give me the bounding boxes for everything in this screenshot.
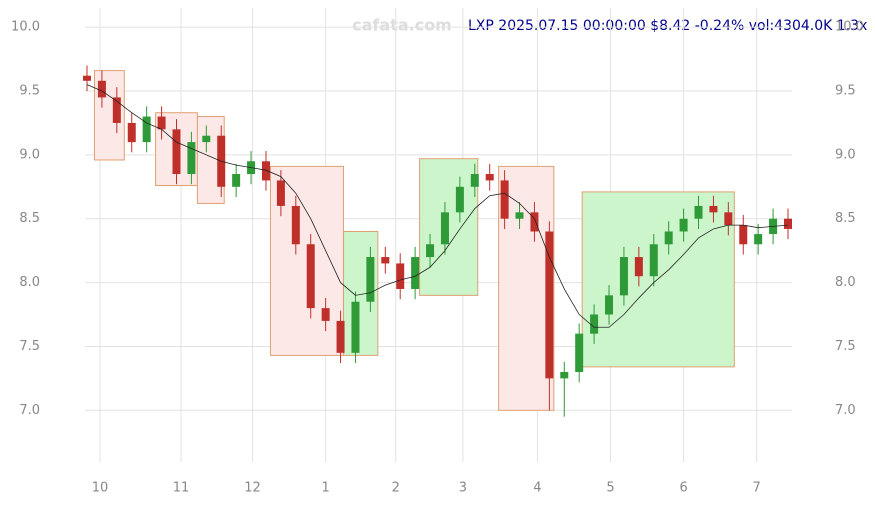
y-tick-label-right: 8.5 [835,211,856,226]
candle-body [306,244,315,309]
y-tick-label: 7.0 [19,403,40,418]
candle-body [470,174,479,187]
chart-title: LXP 2025.07.15 00:00:00 $8.42 -0.24% vol… [468,18,867,34]
candle-body [560,371,569,379]
candle-body [83,75,91,81]
candle-body [694,205,703,219]
x-tick-label: 5 [606,481,614,496]
y-tick-label: 10.0 [11,20,40,35]
y-tick-label: 9.5 [19,84,40,99]
y-tick-label: 8.5 [19,211,40,226]
candle-body [202,135,211,143]
candle-body [291,205,300,245]
candle-body [619,257,628,296]
y-tick-label-right: 7.0 [835,403,856,418]
y-tick-label-right: 7.5 [835,339,856,354]
x-tick-label: 6 [679,481,687,496]
candle-body [321,308,330,321]
y-tick-label-right: 10.0 [835,20,864,35]
candle-body [351,301,360,353]
candle-body [187,142,196,175]
candle-body [112,97,121,123]
y-tick-label-right: 9.5 [835,84,856,99]
candle-body [366,257,375,302]
candle-body [709,205,718,213]
candle-body [261,161,270,181]
candle-body [276,180,285,206]
watermark: cafata.com [352,16,452,35]
candle-body [455,186,464,213]
box [581,191,735,368]
candle-body [575,333,584,372]
candle-body [411,257,420,289]
x-tick-label: 12 [244,481,261,496]
candle-body [605,295,614,315]
candle-body [97,80,106,98]
candle-body [679,218,688,232]
candle-body [127,122,136,143]
candle-body [649,244,658,277]
candle-body [396,263,405,289]
candle-body [381,257,390,264]
candle-body [232,174,241,187]
candle-body [440,212,449,245]
candle-body [784,218,792,229]
candle-body [336,320,345,353]
candle-body [739,225,748,245]
y-tick-label-right: 9.0 [835,147,856,162]
x-tick-label: 3 [459,481,467,496]
candle-body [590,314,599,334]
y-tick-label-right: 8.0 [835,275,856,290]
candle-body [426,244,435,258]
candle-body [485,174,494,181]
candle-body [530,212,539,232]
y-tick-label: 7.5 [19,339,40,354]
x-tick-label: 1 [321,481,329,496]
y-tick-label: 8.0 [19,275,40,290]
y-tick-label: 9.0 [19,147,40,162]
candle-body [724,212,733,226]
candle-body [754,234,763,245]
candle-body [142,116,151,143]
candle-body [545,231,554,379]
moving-average [86,84,789,328]
x-tick-label: 10 [92,481,109,496]
x-tick-label: 4 [533,481,541,496]
x-tick-label: 2 [392,481,400,496]
candle-body [664,231,673,245]
x-tick-label: 11 [173,481,190,496]
candle-body [500,180,509,219]
candle-body [157,116,166,130]
candle-body [172,129,181,175]
candle-body [634,257,643,277]
x-tick-label: 7 [753,481,761,496]
candle-body [515,212,524,219]
